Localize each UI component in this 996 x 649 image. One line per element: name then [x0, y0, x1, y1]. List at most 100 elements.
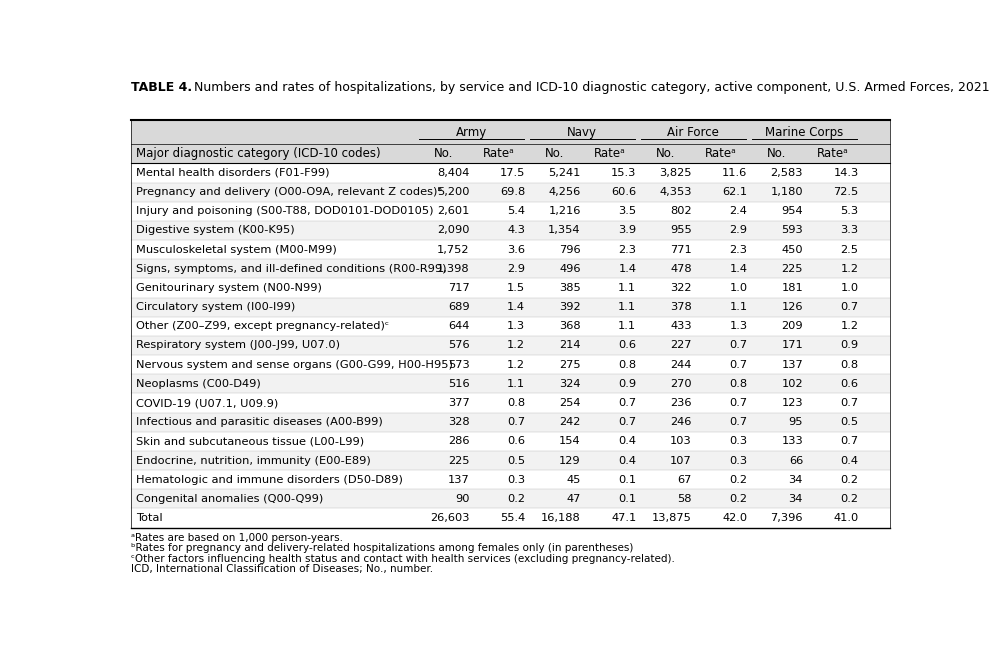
Text: No.: No. — [433, 147, 453, 160]
Text: 26,603: 26,603 — [430, 513, 469, 523]
Text: 385: 385 — [559, 283, 581, 293]
Text: Musculoskeletal system (M00-M99): Musculoskeletal system (M00-M99) — [136, 245, 337, 254]
Text: 154: 154 — [559, 436, 581, 447]
Text: 5,241: 5,241 — [549, 168, 581, 178]
Text: 66: 66 — [789, 456, 803, 465]
Text: 0.9: 0.9 — [841, 341, 859, 350]
Text: 0.8: 0.8 — [841, 360, 859, 370]
Text: 0.6: 0.6 — [619, 341, 636, 350]
Text: 0.7: 0.7 — [841, 302, 859, 312]
Text: 2.9: 2.9 — [729, 225, 747, 236]
Text: 137: 137 — [781, 360, 803, 370]
Text: 1.1: 1.1 — [729, 302, 747, 312]
Text: Rateᵃ: Rateᵃ — [705, 147, 737, 160]
Text: 60.6: 60.6 — [612, 187, 636, 197]
Text: 11.6: 11.6 — [722, 168, 747, 178]
Text: 14.3: 14.3 — [834, 168, 859, 178]
Text: 4.3: 4.3 — [507, 225, 525, 236]
Text: Pregnancy and delivery (O00-O9A, relevant Z codes)ᵇ: Pregnancy and delivery (O00-O9A, relevan… — [136, 187, 442, 197]
Text: 496: 496 — [559, 263, 581, 274]
Text: Hematologic and immune disorders (D50-D89): Hematologic and immune disorders (D50-D8… — [136, 474, 403, 485]
Text: 644: 644 — [448, 321, 469, 331]
Text: 34: 34 — [789, 474, 803, 485]
Text: Numbers and rates of hospitalizations, by service and ICD-10 diagnostic category: Numbers and rates of hospitalizations, b… — [186, 81, 990, 94]
Text: Mental health disorders (F01-F99): Mental health disorders (F01-F99) — [136, 168, 330, 178]
Text: Other (Z00–Z99, except pregnancy-related)ᶜ: Other (Z00–Z99, except pregnancy-related… — [136, 321, 389, 331]
Text: 45: 45 — [567, 474, 581, 485]
Text: 225: 225 — [782, 263, 803, 274]
Text: 392: 392 — [559, 302, 581, 312]
Text: 3.5: 3.5 — [619, 206, 636, 216]
Text: 2.3: 2.3 — [619, 245, 636, 254]
Text: 378: 378 — [670, 302, 692, 312]
Text: 171: 171 — [781, 341, 803, 350]
Text: 137: 137 — [448, 474, 469, 485]
Bar — [130, 164, 890, 182]
Text: 47: 47 — [567, 494, 581, 504]
Text: 0.7: 0.7 — [619, 398, 636, 408]
Bar — [130, 278, 890, 297]
Text: 0.8: 0.8 — [729, 379, 747, 389]
Bar — [130, 355, 890, 374]
Text: 103: 103 — [670, 436, 692, 447]
Text: Infectious and parasitic diseases (A00-B99): Infectious and parasitic diseases (A00-B… — [136, 417, 382, 427]
Text: 0.7: 0.7 — [841, 436, 859, 447]
Text: Army: Army — [455, 126, 487, 139]
Text: Rateᵃ: Rateᵃ — [595, 147, 625, 160]
Text: 102: 102 — [782, 379, 803, 389]
Text: Neoplasms (C00-D49): Neoplasms (C00-D49) — [136, 379, 261, 389]
Text: 0.3: 0.3 — [729, 436, 747, 447]
Bar — [130, 120, 890, 144]
Text: 1.3: 1.3 — [507, 321, 525, 331]
Text: Signs, symptoms, and ill-defined conditions (R00-R99): Signs, symptoms, and ill-defined conditi… — [136, 263, 446, 274]
Bar — [130, 221, 890, 240]
Text: 1,216: 1,216 — [549, 206, 581, 216]
Text: 244: 244 — [670, 360, 692, 370]
Text: 1.4: 1.4 — [729, 263, 747, 274]
Text: 3,825: 3,825 — [659, 168, 692, 178]
Text: 90: 90 — [455, 494, 469, 504]
Text: 1,752: 1,752 — [437, 245, 469, 254]
Text: Respiratory system (J00-J99, U07.0): Respiratory system (J00-J99, U07.0) — [136, 341, 340, 350]
Text: 954: 954 — [782, 206, 803, 216]
Text: 1.2: 1.2 — [507, 341, 525, 350]
Text: 129: 129 — [559, 456, 581, 465]
Text: 0.2: 0.2 — [729, 474, 747, 485]
Text: No.: No. — [656, 147, 675, 160]
Text: 34: 34 — [789, 494, 803, 504]
Text: Genitourinary system (N00-N99): Genitourinary system (N00-N99) — [136, 283, 322, 293]
Text: Navy: Navy — [568, 126, 598, 139]
Text: 47.1: 47.1 — [611, 513, 636, 523]
Text: 1.0: 1.0 — [841, 283, 859, 293]
Bar — [130, 508, 890, 528]
Text: 0.1: 0.1 — [619, 474, 636, 485]
Text: 1.4: 1.4 — [507, 302, 525, 312]
Text: 771: 771 — [670, 245, 692, 254]
Text: 41.0: 41.0 — [834, 513, 859, 523]
Text: 209: 209 — [782, 321, 803, 331]
Text: 689: 689 — [448, 302, 469, 312]
Text: 0.1: 0.1 — [619, 494, 636, 504]
Text: 450: 450 — [782, 245, 803, 254]
Text: Injury and poisoning (S00-T88, DOD0101-DOD0105): Injury and poisoning (S00-T88, DOD0101-D… — [136, 206, 433, 216]
Bar — [130, 432, 890, 451]
Text: 2.3: 2.3 — [729, 245, 747, 254]
Text: 17.5: 17.5 — [500, 168, 525, 178]
Text: 0.7: 0.7 — [729, 398, 747, 408]
Bar — [130, 470, 890, 489]
Text: 0.4: 0.4 — [619, 436, 636, 447]
Text: 1.0: 1.0 — [729, 283, 747, 293]
Text: 4,256: 4,256 — [549, 187, 581, 197]
Bar — [130, 182, 890, 202]
Text: 1.3: 1.3 — [729, 321, 747, 331]
Text: 1.4: 1.4 — [619, 263, 636, 274]
Text: Endocrine, nutrition, immunity (E00-E89): Endocrine, nutrition, immunity (E00-E89) — [136, 456, 371, 465]
Text: 2,601: 2,601 — [437, 206, 469, 216]
Text: 1.1: 1.1 — [619, 302, 636, 312]
Text: 7,396: 7,396 — [771, 513, 803, 523]
Text: 328: 328 — [448, 417, 469, 427]
Text: 13,875: 13,875 — [652, 513, 692, 523]
Text: 4,353: 4,353 — [659, 187, 692, 197]
Text: 576: 576 — [448, 341, 469, 350]
Text: 133: 133 — [781, 436, 803, 447]
